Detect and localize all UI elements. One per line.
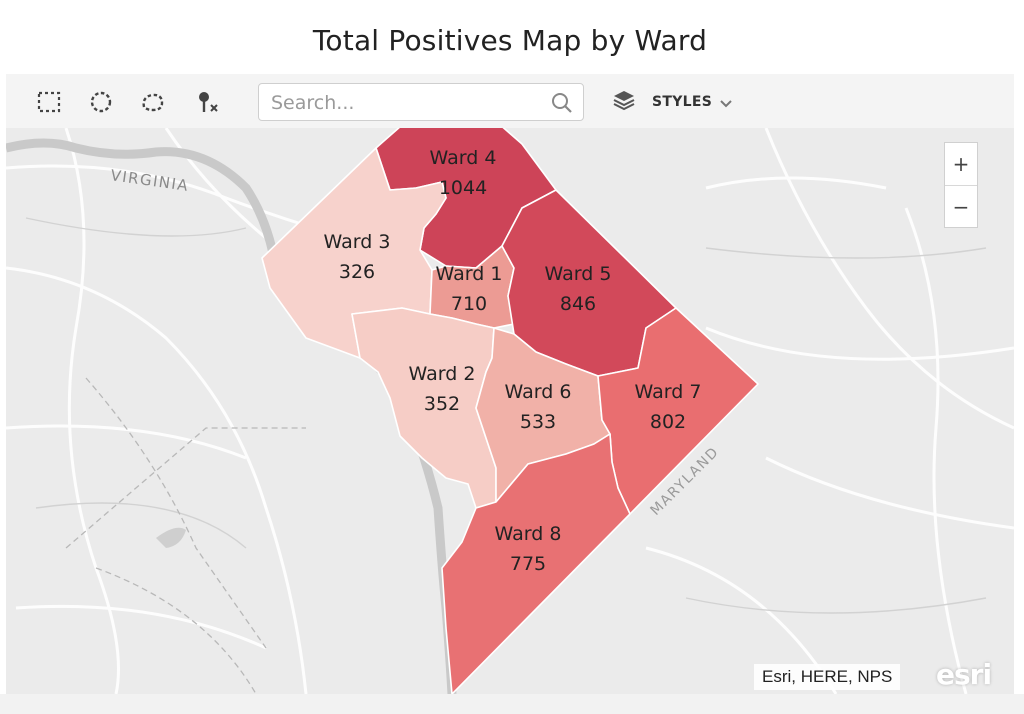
map-toolbar: STYLES bbox=[6, 74, 1014, 128]
zoom-divider bbox=[945, 185, 977, 186]
chevron-down-icon bbox=[720, 93, 732, 112]
bottom-strip bbox=[0, 694, 1024, 714]
ward-8-name: Ward 8 bbox=[495, 523, 562, 545]
ward-6-value: 533 bbox=[520, 411, 556, 433]
styles-menu[interactable]: STYLES bbox=[612, 88, 732, 116]
rectangle-select-icon[interactable] bbox=[36, 90, 62, 114]
search-icon[interactable] bbox=[551, 92, 573, 118]
ward-3-value: 326 bbox=[339, 261, 375, 283]
esri-logo: esri bbox=[936, 658, 992, 691]
zoom-control: + − bbox=[944, 142, 978, 228]
ward-1-value: 710 bbox=[451, 293, 487, 315]
ward-3-name: Ward 3 bbox=[324, 231, 391, 253]
ward-5-name: Ward 5 bbox=[545, 263, 612, 285]
circle-select-icon[interactable] bbox=[88, 90, 114, 114]
page-title: Total Positives Map by Ward bbox=[312, 23, 708, 57]
ward-5-value: 846 bbox=[560, 293, 596, 315]
ward-2-value: 352 bbox=[424, 393, 460, 415]
layers-icon bbox=[612, 89, 636, 115]
ward-8-area[interactable] bbox=[441, 433, 631, 694]
ward-7-name: Ward 7 bbox=[635, 381, 702, 403]
search-input[interactable] bbox=[269, 90, 543, 116]
title-bar: Total Positives Map by Ward bbox=[6, 6, 1014, 74]
ward-4-value: 1044 bbox=[439, 177, 487, 199]
styles-label: STYLES bbox=[652, 94, 713, 110]
map-attribution: Esri, HERE, NPS bbox=[754, 664, 901, 690]
zoom-in-button[interactable]: + bbox=[952, 152, 970, 176]
reservoir bbox=[156, 527, 186, 548]
ward-1-name: Ward 1 bbox=[436, 263, 503, 285]
ward-4-name: Ward 4 bbox=[430, 147, 497, 169]
ward-7-value: 802 bbox=[650, 411, 686, 433]
basemap-boundaries bbox=[65, 377, 306, 694]
virginia-label: VIRGINIA bbox=[109, 166, 190, 195]
clear-selection-icon[interactable] bbox=[194, 90, 220, 114]
ward-6-name: Ward 6 bbox=[505, 381, 572, 403]
zoom-out-button[interactable]: − bbox=[952, 195, 970, 219]
map-canvas[interactable]: VIRGINIA MARYLAND Ward 4 1044 Ward 3 326… bbox=[6, 128, 1014, 694]
lasso-select-icon[interactable] bbox=[140, 90, 166, 114]
basemap: VIRGINIA MARYLAND Ward 4 1044 Ward 3 326… bbox=[6, 128, 1014, 694]
ward-3-area[interactable] bbox=[261, 147, 447, 359]
basemap-minor-roads bbox=[25, 217, 987, 614]
ward-2-name: Ward 2 bbox=[409, 363, 476, 385]
search-box bbox=[258, 83, 584, 121]
ward-labels: Ward 4 1044 Ward 3 326 Ward 1 710 Ward 5… bbox=[324, 147, 702, 575]
wards bbox=[261, 128, 759, 694]
ward-8-value: 775 bbox=[510, 553, 546, 575]
